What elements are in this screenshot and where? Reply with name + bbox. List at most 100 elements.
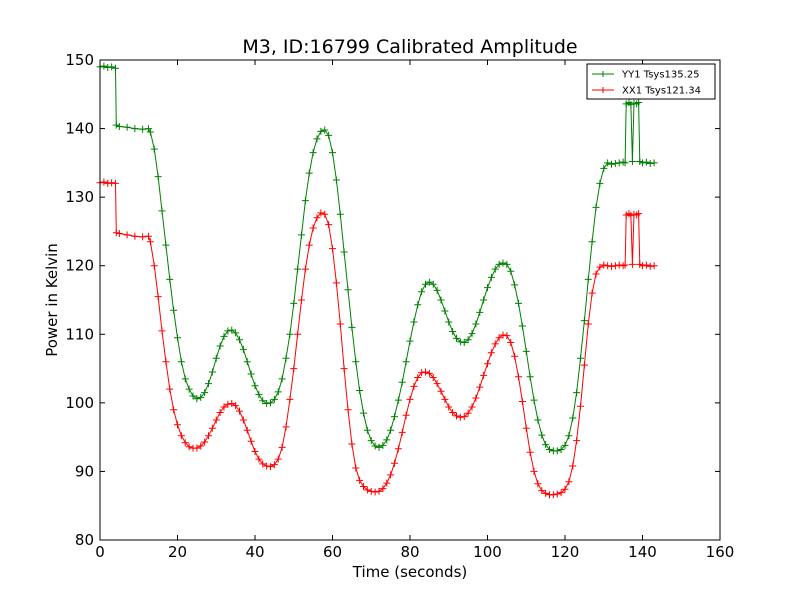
data-point-marker <box>247 370 255 378</box>
data-point-marker <box>112 229 120 237</box>
data-point-marker <box>445 318 453 326</box>
data-point-marker <box>565 478 573 486</box>
data-point-marker <box>208 368 216 376</box>
data-point-marker <box>468 330 476 338</box>
data-point-marker <box>100 62 108 70</box>
data-point-marker <box>236 407 243 415</box>
data-point-marker <box>243 358 251 366</box>
data-point-marker <box>642 261 650 269</box>
data-point-marker <box>646 160 654 168</box>
data-point-marker <box>146 128 154 136</box>
data-point-marker <box>604 159 612 167</box>
data-point-marker <box>259 460 267 468</box>
legend-marker <box>600 71 606 77</box>
data-point-marker <box>487 349 495 357</box>
data-point-marker <box>383 436 391 444</box>
data-point-marker <box>472 394 480 402</box>
data-point-marker <box>305 241 313 249</box>
data-point-marker <box>344 286 352 294</box>
data-point-marker <box>139 233 147 241</box>
data-point-marker <box>123 231 131 239</box>
data-point-marker <box>433 286 441 294</box>
data-point-marker <box>507 267 515 275</box>
data-point-marker <box>371 488 379 496</box>
y-tick-label: 130 <box>65 188 94 206</box>
data-point-marker <box>573 389 581 397</box>
data-point-marker <box>228 326 236 334</box>
data-point-marker <box>139 125 147 133</box>
data-point-marker <box>460 339 468 347</box>
data-point-marker <box>239 345 247 353</box>
data-point-marker <box>325 131 333 139</box>
data-point-marker <box>628 260 636 268</box>
x-tick-label: 40 <box>245 543 264 561</box>
data-point-marker <box>348 440 356 448</box>
data-point-marker <box>251 448 259 456</box>
series-1 <box>96 178 658 499</box>
data-point-marker <box>228 400 236 408</box>
data-point-marker <box>108 179 116 187</box>
data-point-marker <box>363 486 371 494</box>
data-point-marker <box>522 347 530 355</box>
data-point-marker <box>425 278 433 286</box>
legend-items: YY1 Tsys135.25 XX1 Tsys121.34 <box>592 70 701 97</box>
data-point-marker <box>542 441 550 449</box>
data-point-marker <box>150 145 158 153</box>
data-point-marker <box>162 358 170 366</box>
data-point-marker <box>162 241 170 249</box>
data-point-marker <box>267 399 274 407</box>
data-point-marker <box>282 354 290 362</box>
data-point-marker <box>360 483 367 491</box>
data-point-marker <box>418 288 426 296</box>
data-point-marker <box>650 262 658 270</box>
data-point-marker <box>309 224 317 232</box>
data-point-marker <box>193 395 201 403</box>
data-point-marker <box>247 437 255 445</box>
data-point-marker <box>104 64 112 72</box>
data-point-marker <box>367 487 375 495</box>
data-point-marker <box>491 340 499 348</box>
data-point-marker <box>123 123 131 131</box>
y-tick-label: 120 <box>65 257 94 275</box>
series-0 <box>96 62 658 455</box>
data-point-marker <box>549 491 557 499</box>
data-point-marker <box>422 280 429 288</box>
data-point-marker <box>224 327 232 335</box>
data-point-marker <box>577 402 584 410</box>
x-tick-label: 100 <box>473 543 502 561</box>
data-point-marker <box>503 260 511 268</box>
data-point-marker <box>608 160 615 168</box>
data-point-marker <box>573 437 581 445</box>
data-point-marker <box>267 463 274 471</box>
data-point-marker <box>453 412 460 420</box>
data-point-marker <box>600 164 608 172</box>
data-point-marker <box>503 332 511 340</box>
data-point-marker <box>418 369 426 377</box>
data-point-marker <box>534 480 542 488</box>
data-point-marker <box>270 395 278 403</box>
chart-title: M3, ID:16799 Calibrated Amplitude <box>242 36 577 58</box>
x-tick-label: 140 <box>628 543 657 561</box>
data-point-marker <box>538 487 546 495</box>
legend-marker <box>600 87 606 93</box>
legend-box <box>586 63 716 100</box>
data-point-marker <box>387 471 395 479</box>
data-point-marker <box>511 281 519 289</box>
data-point-marker <box>305 169 313 177</box>
y-tick-label: 110 <box>65 325 94 343</box>
data-point-marker <box>329 149 336 157</box>
data-point-marker <box>561 441 569 449</box>
data-point-marker <box>352 358 360 366</box>
data-point-marker <box>115 123 123 131</box>
data-point-marker <box>177 358 185 366</box>
data-point-marker <box>321 126 329 134</box>
data-point-marker <box>259 397 267 405</box>
data-point-marker <box>627 101 635 109</box>
data-point-marker <box>394 445 402 453</box>
data-point-marker <box>398 378 406 386</box>
data-point-marker <box>433 380 441 388</box>
data-point-marker <box>410 382 418 390</box>
data-point-marker <box>491 265 499 273</box>
legend-item: XX1 Tsys121.34 <box>592 86 701 97</box>
